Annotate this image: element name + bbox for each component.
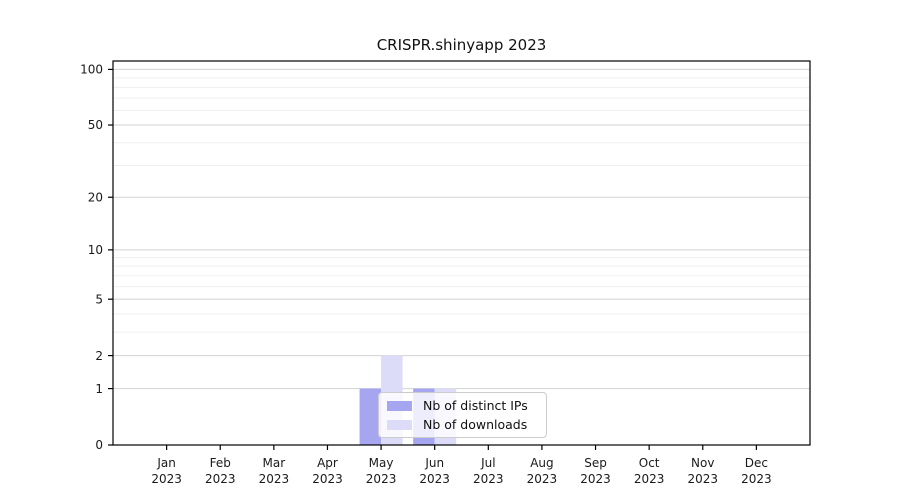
y-tick-label: 1: [95, 382, 103, 396]
y-tick-label: 2: [95, 349, 103, 363]
legend-label-downloads: Nb of downloads: [423, 417, 528, 432]
legend-label-distinct-ips: Nb of distinct IPs: [423, 398, 528, 413]
x-tick-label: Dec: [745, 456, 768, 470]
x-tick-label-year: 2023: [634, 472, 665, 486]
legend-swatch-distinct-ips: [387, 400, 412, 411]
x-tick-label-year: 2023: [580, 472, 611, 486]
legend-swatch-downloads: [387, 419, 412, 430]
y-tick-label: 100: [80, 63, 103, 77]
x-tick-label-year: 2023: [259, 472, 290, 486]
x-tick-label-year: 2023: [312, 472, 343, 486]
x-tick-label-year: 2023: [419, 472, 450, 486]
x-tick-label: Jun: [424, 456, 444, 470]
legend-item-distinct-ips: Nb of distinct IPs: [387, 398, 538, 413]
y-tick-label: 20: [88, 190, 103, 204]
x-tick-label-year: 2023: [473, 472, 504, 486]
x-tick-label-year: 2023: [366, 472, 397, 486]
y-tick-label: 0: [95, 438, 103, 452]
x-tick-label-year: 2023: [151, 472, 182, 486]
legend-item-downloads: Nb of downloads: [387, 417, 538, 432]
x-tick-label: Sep: [584, 456, 607, 470]
bar-distinct-ips: [359, 388, 382, 445]
x-tick-label-year: 2023: [687, 472, 718, 486]
y-tick-label: 5: [95, 292, 103, 306]
x-tick-label: Aug: [530, 456, 553, 470]
x-tick-label: Oct: [639, 456, 660, 470]
chart-title: CRISPR.shinyapp 2023: [376, 36, 547, 54]
x-tick-label: Jan: [156, 456, 176, 470]
y-tick-label: 50: [88, 118, 103, 132]
legend: Nb of distinct IPs Nb of downloads: [378, 392, 547, 438]
x-tick-label: Nov: [691, 456, 714, 470]
x-tick-label-year: 2023: [741, 472, 772, 486]
x-tick-label-year: 2023: [527, 472, 558, 486]
x-tick-label: May: [369, 456, 394, 470]
x-tick-label: Jul: [480, 456, 495, 470]
y-tick-label: 10: [88, 243, 103, 257]
x-tick-label-year: 2023: [205, 472, 236, 486]
x-tick-label: Apr: [317, 456, 338, 470]
plot-border: [112, 60, 811, 446]
x-tick-label: Feb: [210, 456, 231, 470]
x-tick-label: Mar: [263, 456, 286, 470]
